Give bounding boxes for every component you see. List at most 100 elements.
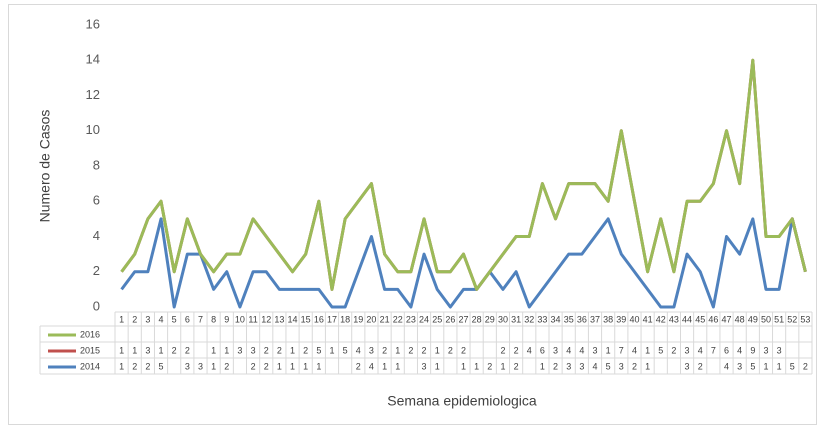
table-value: 2: [803, 361, 808, 371]
x-tick-label: 32: [524, 314, 534, 324]
x-tick-label: 7: [198, 314, 203, 324]
y-tick-label: 10: [86, 122, 100, 137]
table-value: 2: [448, 345, 453, 355]
x-tick-label: 10: [235, 314, 245, 324]
table-value: 5: [658, 345, 663, 355]
table-value: 2: [303, 345, 308, 355]
table-value: 4: [566, 345, 571, 355]
table-value: 1: [316, 361, 321, 371]
table-value: 1: [290, 345, 295, 355]
table-value: 1: [277, 361, 282, 371]
x-tick-label: 47: [722, 314, 732, 324]
x-tick-label: 16: [314, 314, 324, 324]
table-value: 2: [145, 361, 150, 371]
table-value: 4: [698, 345, 703, 355]
x-tick-label: 11: [248, 314, 257, 324]
table-value: 1: [606, 345, 611, 355]
x-tick-label: 53: [800, 314, 810, 324]
table-value: 3: [579, 361, 584, 371]
x-tick-label: 20: [366, 314, 376, 324]
table-value: 1: [119, 345, 124, 355]
x-tick-label: 50: [761, 314, 771, 324]
table-value: 2: [264, 345, 269, 355]
table-value: 3: [369, 345, 374, 355]
table-value: 5: [343, 345, 348, 355]
table-value: 3: [685, 345, 690, 355]
chart-border: [8, 4, 817, 425]
x-tick-label: 5: [172, 314, 177, 324]
table-value: 1: [290, 361, 295, 371]
x-tick-label: 48: [735, 314, 745, 324]
x-tick-label: 14: [288, 314, 298, 324]
table-value: 2: [461, 345, 466, 355]
table-value: 1: [132, 345, 137, 355]
table-value: 2: [632, 361, 637, 371]
legend-label: 2014: [80, 361, 100, 371]
x-tick-label: 49: [748, 314, 758, 324]
table-value: 5: [159, 361, 164, 371]
x-tick-label: 23: [406, 314, 416, 324]
table-value: 3: [619, 361, 624, 371]
x-tick-label: 15: [301, 314, 311, 324]
table-value: 1: [474, 361, 479, 371]
table-value: 1: [329, 345, 334, 355]
table-value: 5: [606, 361, 611, 371]
y-tick-label: 12: [86, 87, 100, 102]
y-tick-label: 6: [93, 193, 100, 208]
table-value: 1: [395, 345, 400, 355]
x-tick-label: 36: [577, 314, 587, 324]
table-value: 4: [527, 345, 532, 355]
y-tick-label: 8: [93, 157, 100, 172]
table-value: 2: [132, 361, 137, 371]
y-tick-label: 2: [93, 263, 100, 278]
x-tick-label: 6: [185, 314, 190, 324]
x-tick-label: 38: [603, 314, 613, 324]
y-tick-label: 16: [86, 16, 100, 31]
x-tick-label: 29: [485, 314, 495, 324]
table-value: 3: [145, 345, 150, 355]
table-value: 2: [514, 345, 519, 355]
x-tick-label: 27: [458, 314, 468, 324]
x-tick-label: 37: [590, 314, 600, 324]
table-value: 5: [790, 361, 795, 371]
table-value: 2: [356, 361, 361, 371]
x-tick-label: 22: [393, 314, 403, 324]
y-tick-label: 0: [93, 298, 100, 313]
x-tick-label: 18: [340, 314, 350, 324]
x-tick-label: 24: [419, 314, 429, 324]
x-tick-label: 30: [498, 314, 508, 324]
table-value: 7: [711, 345, 716, 355]
x-tick-label: 8: [211, 314, 216, 324]
table-value: 4: [737, 345, 742, 355]
x-tick-label: 45: [695, 314, 705, 324]
table-value: 3: [685, 361, 690, 371]
table-value: 2: [698, 361, 703, 371]
legend-label: 2016: [80, 329, 100, 339]
legend-label: 2015: [80, 345, 100, 355]
table-value: 3: [566, 361, 571, 371]
x-tick-label: 43: [669, 314, 679, 324]
table-value: 2: [500, 345, 505, 355]
table-value: 1: [500, 361, 505, 371]
series-line: [120, 58, 807, 291]
x-axis-title: Semana epidemiologica: [387, 393, 537, 409]
x-tick-label: 44: [682, 314, 692, 324]
table-value: 1: [119, 361, 124, 371]
y-tick-label: 14: [86, 52, 100, 67]
x-tick-label: 39: [616, 314, 626, 324]
x-tick-label: 4: [159, 314, 164, 324]
table-value: 1: [159, 345, 164, 355]
x-tick-label: 3: [145, 314, 150, 324]
x-tick-label: 21: [380, 314, 390, 324]
table-value: 4: [724, 361, 729, 371]
table-value: 2: [277, 345, 282, 355]
table-value: 1: [382, 361, 387, 371]
table-value: 3: [198, 361, 203, 371]
x-tick-label: 2: [132, 314, 137, 324]
y-axis-title: Numero de Casos: [37, 110, 53, 223]
x-tick-label: 19: [353, 314, 363, 324]
table-value: 4: [369, 361, 374, 371]
x-tick-label: 51: [774, 314, 784, 324]
table-value: 1: [224, 345, 229, 355]
table-value: 3: [237, 345, 242, 355]
